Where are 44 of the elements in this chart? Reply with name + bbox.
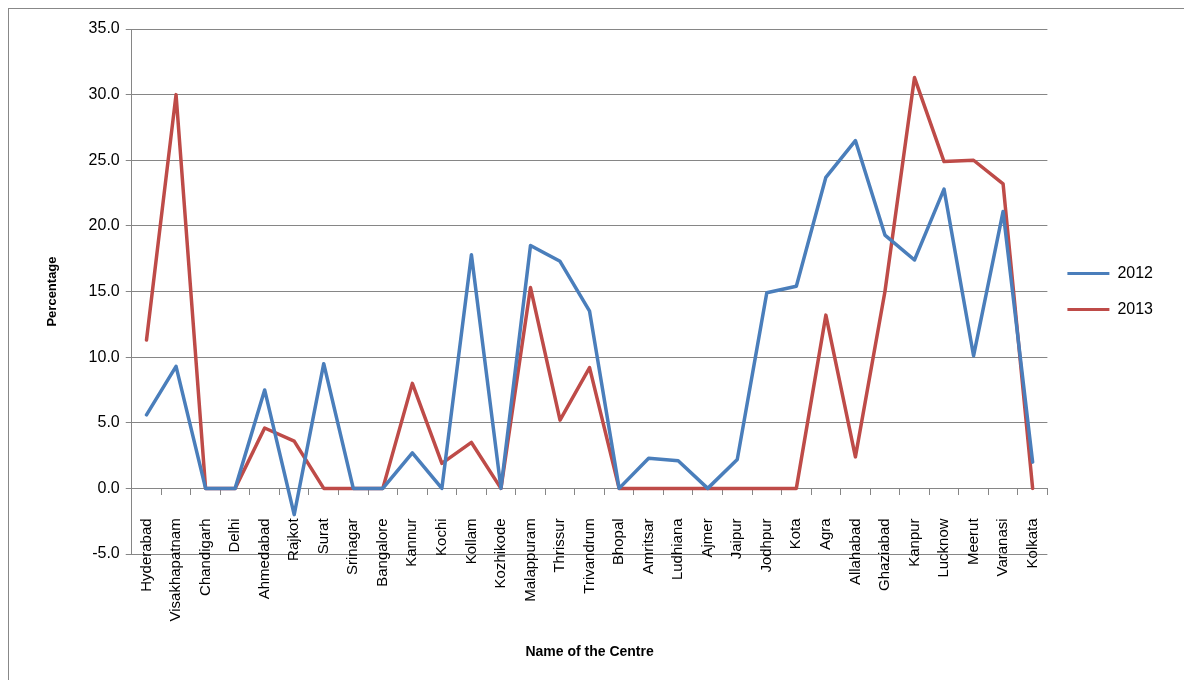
x-tick-label: Bhopal bbox=[609, 518, 627, 566]
x-tick-label: Allahabad bbox=[845, 518, 863, 586]
x-tick-label: Jaipur bbox=[727, 518, 745, 560]
legend-label: 2012 bbox=[1117, 263, 1154, 281]
legend-label: 2013 bbox=[1117, 299, 1154, 317]
x-tick-label: Ludhiana bbox=[668, 517, 686, 581]
x-tick-label: Agra bbox=[816, 517, 834, 551]
x-axis-title: Name of the Centre bbox=[525, 642, 654, 659]
x-tick-label: Visakhapatnam bbox=[166, 518, 184, 622]
y-tick-label: 0.0 bbox=[97, 478, 120, 496]
x-tick-label: Trivandrum bbox=[579, 518, 597, 594]
x-tick-label: Lucknow bbox=[934, 518, 952, 578]
y-tick-label: 35.0 bbox=[88, 19, 120, 37]
y-tick-label: 20.0 bbox=[88, 216, 120, 234]
x-tick-label: Kozhikode bbox=[491, 518, 509, 589]
x-tick-label: Chandigarh bbox=[195, 518, 213, 596]
x-tick-label: Meerut bbox=[963, 517, 981, 566]
x-tick-label: Ajmer bbox=[697, 518, 715, 558]
y-tick-label: 10.0 bbox=[88, 347, 120, 365]
x-tick-label: Kota bbox=[786, 517, 804, 550]
x-tick-label: Ghaziabad bbox=[875, 518, 893, 591]
x-tick-label: Bangalore bbox=[372, 518, 390, 587]
x-tick-label: Delhi bbox=[225, 518, 243, 553]
x-tick-label: Kanpur bbox=[904, 518, 922, 567]
x-tick-label: Kochi bbox=[432, 518, 450, 556]
x-tick-label: Rajkot bbox=[284, 517, 302, 561]
y-tick-label: 25.0 bbox=[88, 150, 120, 168]
x-tick-label: Malappuram bbox=[520, 518, 538, 602]
x-tick-label: Ahmedabad bbox=[254, 518, 272, 600]
x-tick-label: Surat bbox=[313, 517, 331, 555]
y-tick-label: -5.0 bbox=[92, 544, 120, 562]
x-tick-label: Jodhpur bbox=[756, 518, 774, 573]
x-tick-label: Thrissur bbox=[550, 518, 568, 573]
x-tick-label: Kannur bbox=[402, 518, 420, 567]
y-tick-label: 30.0 bbox=[88, 85, 120, 103]
x-tick-label: Srinagar bbox=[343, 518, 361, 576]
y-axis-title: Percentage bbox=[44, 256, 60, 327]
y-tick-label: 5.0 bbox=[97, 413, 120, 431]
x-tick-label: Varanasi bbox=[993, 518, 1011, 577]
x-tick-label: Kolkata bbox=[1022, 517, 1040, 569]
y-tick-label: 15.0 bbox=[88, 281, 120, 299]
x-tick-label: Kollam bbox=[461, 518, 479, 565]
x-tick-label: Hyderabad bbox=[136, 518, 154, 592]
x-tick-label: Amritsar bbox=[638, 518, 656, 575]
